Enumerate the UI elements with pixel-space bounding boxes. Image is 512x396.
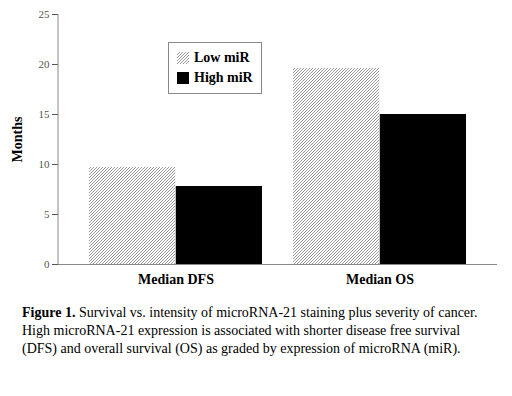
html-text:Figure 1. Survival vs. intensi: Figure 1. Survival vs. intensity of micr… xyxy=(22,305,478,357)
svg-text:15: 15 xyxy=(39,108,51,120)
svg-text:Median DFS: Median DFS xyxy=(138,272,214,287)
html-text:Low miR: Low miR xyxy=(194,50,250,65)
svg-text:0: 0 xyxy=(44,258,50,270)
html-text:High miR: High miR xyxy=(194,70,253,85)
svg-text:20: 20 xyxy=(39,58,51,70)
svg-text:10: 10 xyxy=(39,158,51,170)
svg-text:25: 25 xyxy=(39,8,51,20)
svg-text:Months: Months xyxy=(10,116,25,162)
svg-text:5: 5 xyxy=(44,208,50,220)
svg-text:Median OS: Median OS xyxy=(346,272,414,287)
